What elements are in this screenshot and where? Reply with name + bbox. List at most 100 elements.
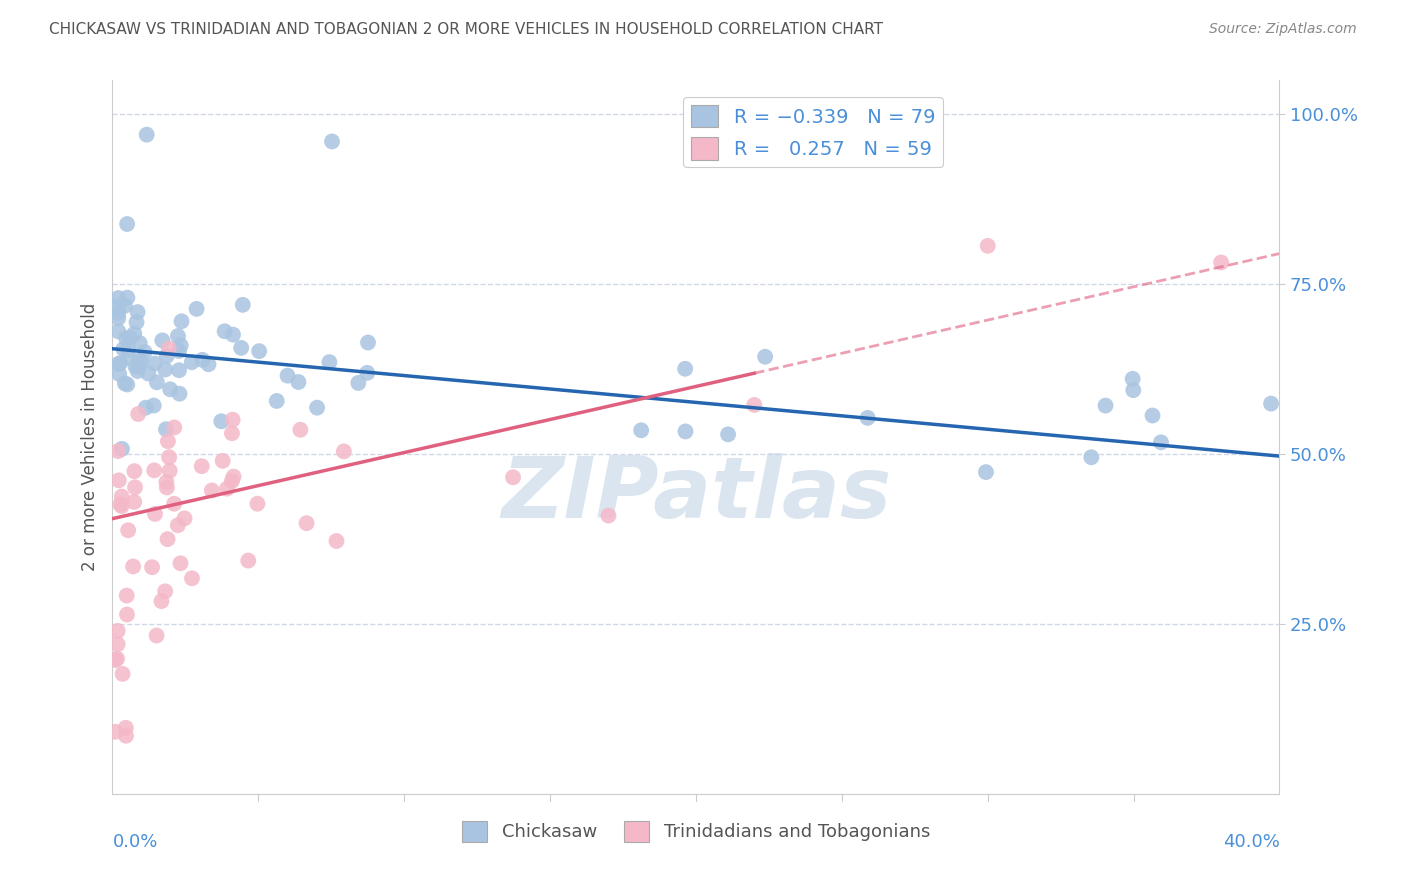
- Point: [138, 367, 160, 381]
- Point: [157, 450, 180, 465]
- Point: [598, 508, 620, 523]
- Point: [717, 427, 740, 442]
- Point: [675, 425, 697, 439]
- Point: [135, 128, 157, 142]
- Point: [142, 399, 165, 413]
- Point: [107, 357, 129, 371]
- Point: [222, 327, 245, 342]
- Point: [318, 355, 340, 369]
- Point: [107, 311, 129, 326]
- Point: [247, 344, 270, 359]
- Point: [1150, 435, 1173, 450]
- Point: [111, 490, 134, 504]
- Point: [232, 298, 254, 312]
- Point: [221, 426, 243, 441]
- Point: [173, 511, 195, 525]
- Point: [124, 359, 146, 374]
- Point: [333, 444, 356, 458]
- Point: [221, 413, 243, 427]
- Point: [127, 305, 149, 319]
- Point: [231, 341, 253, 355]
- Point: [1142, 409, 1164, 423]
- Point: [287, 375, 309, 389]
- Point: [155, 422, 177, 436]
- Point: [114, 376, 136, 391]
- Point: [976, 239, 998, 253]
- Point: [191, 352, 214, 367]
- Point: [141, 560, 163, 574]
- Point: [169, 556, 191, 570]
- Point: [105, 651, 128, 665]
- Point: [117, 523, 139, 537]
- Point: [124, 464, 146, 478]
- Point: [181, 571, 204, 585]
- Point: [153, 584, 176, 599]
- Point: [167, 329, 190, 343]
- Point: [143, 463, 166, 477]
- Point: [128, 336, 150, 351]
- Point: [128, 353, 150, 368]
- Point: [180, 355, 202, 369]
- Text: Source: ZipAtlas.com: Source: ZipAtlas.com: [1209, 22, 1357, 37]
- Point: [107, 624, 129, 638]
- Point: [856, 410, 879, 425]
- Point: [122, 495, 145, 509]
- Point: [211, 454, 233, 468]
- Point: [295, 516, 318, 531]
- Point: [104, 653, 127, 667]
- Point: [107, 637, 129, 651]
- Point: [356, 366, 378, 380]
- Point: [159, 382, 181, 396]
- Point: [134, 345, 156, 359]
- Point: [156, 532, 179, 546]
- Point: [238, 553, 260, 567]
- Point: [111, 666, 134, 681]
- Point: [127, 407, 149, 421]
- Point: [159, 464, 181, 478]
- Point: [122, 559, 145, 574]
- Point: [104, 724, 127, 739]
- Point: [170, 338, 193, 352]
- Point: [129, 354, 152, 368]
- Point: [118, 351, 141, 366]
- Point: [167, 344, 190, 359]
- Point: [117, 343, 139, 357]
- Point: [143, 357, 166, 371]
- Point: [115, 607, 138, 622]
- Point: [163, 420, 186, 434]
- Point: [630, 423, 652, 437]
- Point: [124, 480, 146, 494]
- Point: [115, 331, 138, 345]
- Point: [114, 721, 136, 735]
- Point: [246, 497, 269, 511]
- Point: [117, 377, 139, 392]
- Point: [127, 364, 149, 378]
- Text: 0.0%: 0.0%: [112, 833, 157, 851]
- Point: [321, 135, 343, 149]
- Point: [115, 217, 138, 231]
- Point: [115, 729, 138, 743]
- Point: [112, 342, 135, 356]
- Point: [1209, 255, 1232, 269]
- Point: [146, 376, 169, 390]
- Point: [107, 306, 129, 320]
- Point: [169, 386, 191, 401]
- Point: [117, 291, 139, 305]
- Point: [222, 469, 245, 483]
- Text: 40.0%: 40.0%: [1223, 833, 1279, 851]
- Point: [201, 483, 224, 498]
- Point: [107, 299, 129, 313]
- Point: [156, 349, 179, 363]
- Point: [128, 359, 150, 373]
- Point: [115, 589, 138, 603]
- Point: [118, 331, 141, 345]
- Point: [190, 459, 212, 474]
- Point: [167, 518, 190, 533]
- Point: [124, 326, 146, 341]
- Text: ZIPatlas: ZIPatlas: [501, 452, 891, 536]
- Point: [107, 325, 129, 339]
- Point: [143, 507, 166, 521]
- Y-axis label: 2 or more Vehicles in Household: 2 or more Vehicles in Household: [80, 303, 98, 571]
- Point: [135, 401, 157, 415]
- Point: [502, 470, 524, 484]
